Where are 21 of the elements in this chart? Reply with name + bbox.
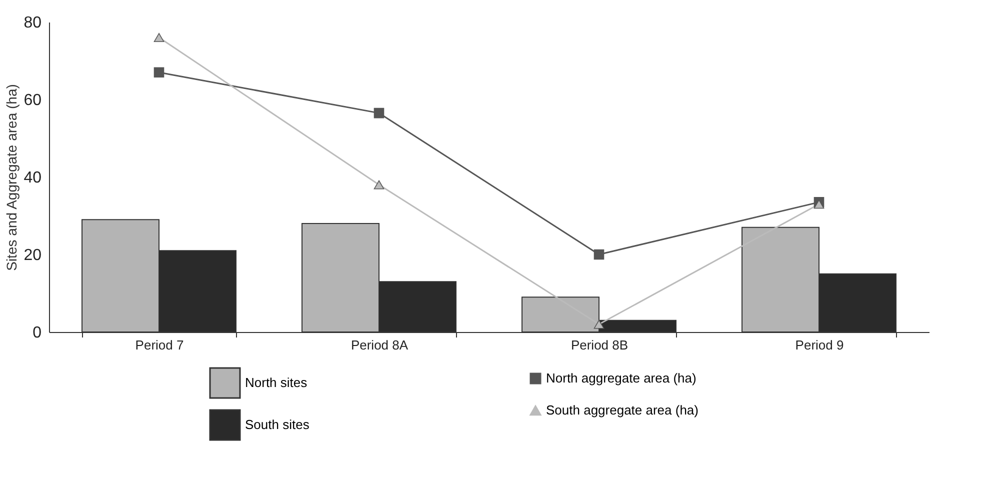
point — [374, 180, 384, 190]
point — [154, 32, 164, 42]
y-tick-label: 80 — [24, 14, 42, 32]
y-tick-label: 0 — [32, 324, 42, 342]
x-tick-label: Period 8B — [570, 338, 628, 352]
y-tick-label: 40 — [24, 170, 42, 186]
x-tick-label: Period 9 — [795, 338, 844, 352]
legend-label: North sites — [245, 375, 308, 390]
point — [374, 108, 384, 118]
legend-label: South aggregate area (ha) — [546, 402, 698, 418]
legend-label: North aggregate area (ha) — [546, 370, 696, 386]
y-axis-title: Sites and Aggregate area (ha) — [4, 84, 20, 271]
x-tick-label: Period 7 — [135, 338, 184, 352]
point — [814, 200, 824, 209]
x-tick-label: Period 8A — [350, 338, 408, 352]
legend-label: South sites — [245, 417, 310, 432]
point — [154, 67, 164, 78]
point — [594, 249, 604, 260]
point — [594, 320, 604, 329]
y-tick-label: 20 — [24, 247, 42, 264]
y-tick-label: 60 — [24, 92, 42, 109]
